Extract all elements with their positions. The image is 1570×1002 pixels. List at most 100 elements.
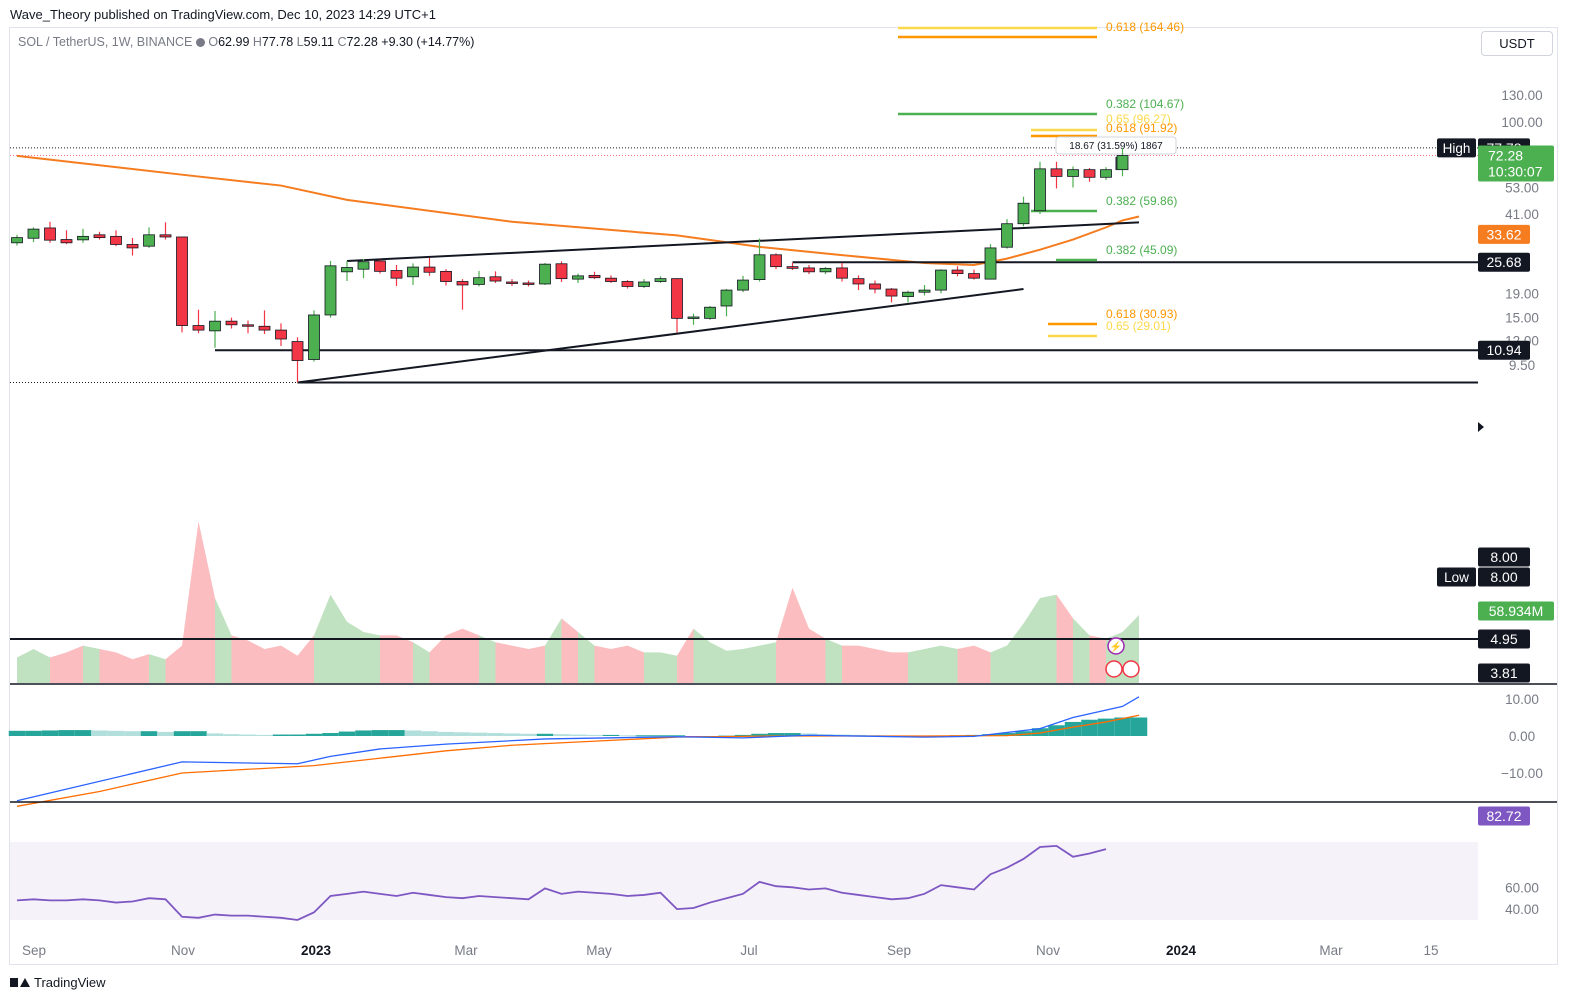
volume-area	[215, 598, 232, 683]
volume-area	[363, 632, 380, 683]
volume-area	[842, 645, 859, 683]
fib-level-label: 0.382 (45.09)	[1106, 243, 1177, 257]
candle-body	[143, 234, 155, 247]
candle-body	[27, 228, 40, 239]
chart-frame	[9, 27, 1558, 965]
candle-body	[819, 267, 832, 273]
time-axis-tick: Sep	[887, 943, 911, 958]
candle-body	[588, 274, 601, 279]
macd-histogram-bar	[107, 730, 125, 736]
candle-body	[1001, 223, 1013, 248]
candle-body	[374, 260, 386, 272]
change-value: +9.30 (+14.77%)	[381, 35, 475, 49]
price-axis-tick: 100.00	[1501, 115, 1542, 130]
fib-level-label: 0.382 (59.86)	[1106, 194, 1177, 208]
candle-body	[770, 254, 782, 268]
volume-area	[1073, 618, 1090, 683]
volume-area	[396, 635, 413, 683]
macd-histogram-bar	[619, 735, 636, 737]
volume-area	[281, 645, 298, 683]
volume-area	[462, 628, 479, 683]
candle-body	[1067, 169, 1079, 177]
macd-histogram-bar	[91, 730, 108, 736]
macd-signal-line	[16, 714, 1140, 807]
volume-level-label: 4.95	[1490, 631, 1517, 647]
macd-histogram-bar	[223, 734, 240, 736]
candle-body	[753, 254, 766, 280]
candle-body	[737, 279, 749, 291]
rsi-axis-tick: 40.00	[1505, 902, 1539, 917]
macd-axis-tick: 0.00	[1509, 729, 1535, 744]
volume-area	[231, 635, 248, 683]
price-level-label: 8.00	[1490, 549, 1517, 565]
candle-body	[275, 329, 287, 340]
candle-body	[885, 288, 898, 297]
volume-area	[528, 645, 545, 683]
time-axis-tick: May	[586, 943, 612, 958]
macd-histogram-bar	[1015, 731, 1032, 736]
price-level-label: 8.00	[1490, 569, 1517, 585]
macd-histogram-bar	[404, 730, 422, 736]
candle-body	[11, 237, 23, 244]
macd-histogram-bar	[421, 731, 438, 736]
volume-area	[99, 649, 116, 683]
candle-body	[555, 263, 568, 280]
volume-area	[149, 654, 166, 683]
volume-area	[594, 645, 611, 683]
volume-area	[479, 635, 496, 683]
macd-histogram-bar	[305, 733, 323, 736]
candle-body	[308, 314, 320, 360]
macd-histogram-bar	[767, 733, 785, 736]
macd-histogram-bar	[1130, 717, 1148, 736]
price-axis-tick: 53.00	[1505, 180, 1539, 195]
macd-histogram-bar	[520, 733, 537, 736]
last-price-label: 72.28	[1488, 147, 1523, 163]
volume-area	[990, 645, 1007, 683]
status-dot-icon	[196, 38, 206, 47]
macd-axis-tick: −10.00	[1501, 766, 1543, 781]
footer-brand-text: TradingView	[34, 975, 106, 990]
volume-area	[677, 628, 694, 683]
volume-area	[776, 587, 793, 683]
time-axis-tick: Nov	[171, 943, 195, 958]
macd-histogram-bar	[437, 731, 455, 736]
time-axis-tick: 15	[1423, 943, 1438, 958]
volume-area	[429, 635, 446, 683]
volume-area	[561, 618, 578, 683]
candle-body	[951, 269, 964, 274]
time-axis-tick: Sep	[22, 943, 46, 958]
candle-body	[423, 266, 436, 273]
candle-body	[225, 320, 238, 326]
volume-area	[512, 645, 529, 683]
macd-histogram-bar	[1031, 728, 1049, 736]
volume-area	[446, 628, 463, 683]
volume-area	[495, 642, 512, 683]
event-lightning-icon	[1107, 637, 1125, 655]
price-tag-label-bg	[1437, 567, 1476, 587]
close-value: 72.28	[346, 35, 378, 49]
fib-level-label: 0.65 (96.27)	[1106, 112, 1171, 126]
candle-body	[935, 269, 947, 291]
symbol-name[interactable]: SOL / TetherUS, 1W, BINANCE	[18, 35, 193, 49]
volume-area	[644, 652, 661, 683]
currency-button[interactable]: USDT	[1481, 31, 1553, 56]
macd-histogram-bar	[470, 732, 488, 736]
volume-last-label: 58.934M	[1489, 603, 1543, 619]
volume-area	[759, 642, 776, 683]
candle-body	[506, 281, 518, 284]
macd-histogram-bar	[652, 735, 669, 737]
volume-area	[693, 628, 710, 683]
volume-area	[1007, 623, 1024, 683]
candle-body	[968, 273, 980, 279]
candle-body	[654, 278, 667, 282]
macd-histogram-bar	[487, 733, 504, 736]
volume-area	[891, 652, 908, 683]
candle-body	[159, 234, 172, 238]
low-label: L	[296, 35, 304, 49]
candle-body	[1083, 169, 1096, 178]
volume-area	[743, 645, 760, 683]
macd-histogram-bar	[25, 730, 42, 736]
high-label: H	[252, 35, 262, 49]
symbol-legend: SOL / TetherUS, 1W, BINANCE O62.99 H77.78…	[18, 35, 474, 49]
